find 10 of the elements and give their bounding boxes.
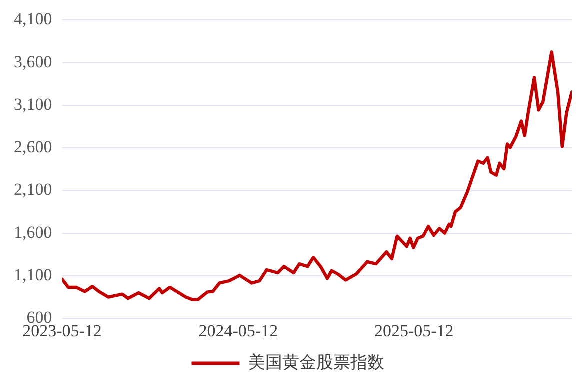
y-tick-label: 4,100	[14, 10, 52, 29]
y-tick-label: 2,100	[14, 180, 52, 200]
x-tick-label: 2024-05-12	[198, 321, 278, 340]
y-tick-label: 1,600	[14, 222, 52, 242]
x-tick-label: 2025-05-12	[374, 321, 454, 340]
legend-label: 美国黄金股票指数	[248, 352, 384, 372]
y-tick-label: 3,100	[14, 94, 52, 114]
y-tick-label: 3,600	[14, 52, 52, 72]
y-tick-label: 2,600	[14, 138, 52, 157]
y-tick-label: 1,100	[14, 265, 52, 284]
